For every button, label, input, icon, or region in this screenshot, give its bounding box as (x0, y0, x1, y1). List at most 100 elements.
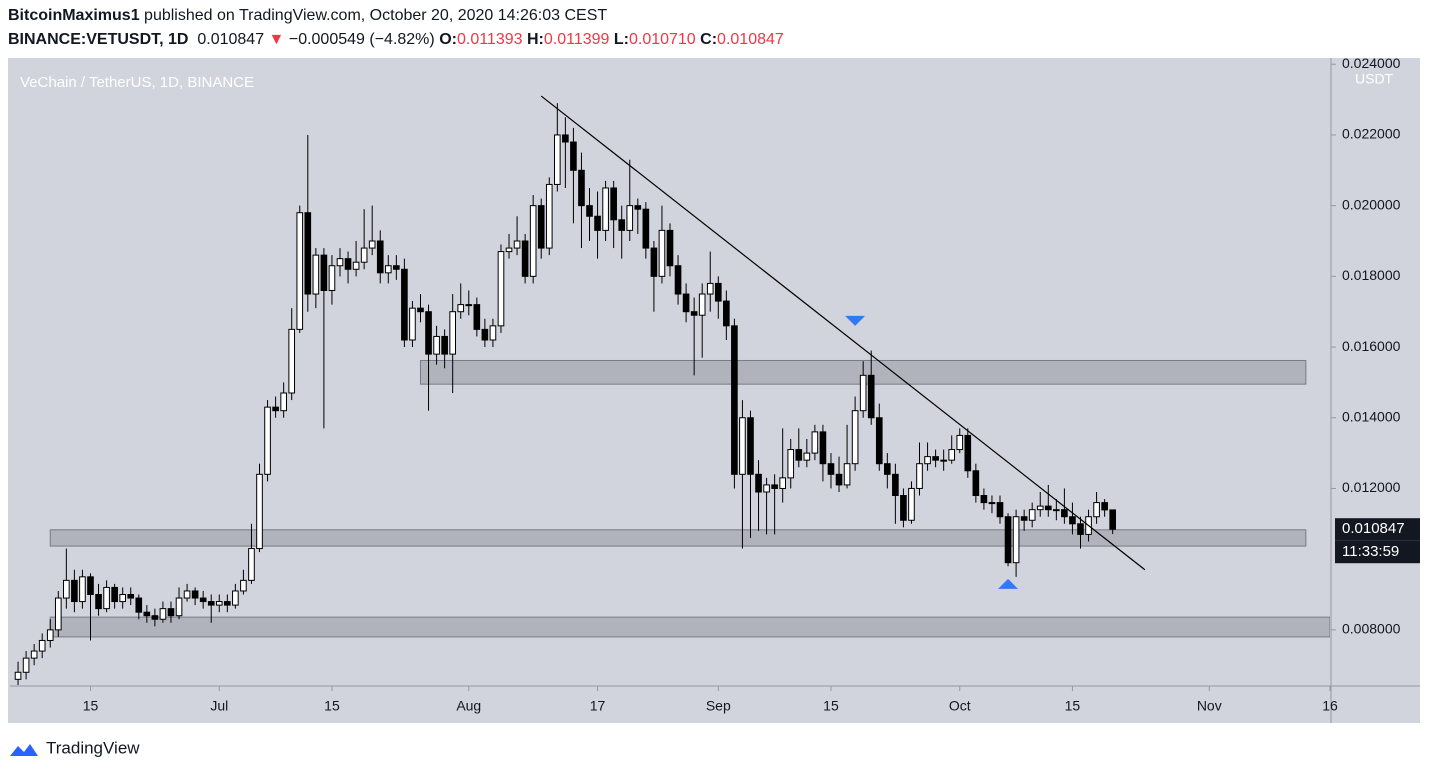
candle-body (723, 300, 730, 327)
c-label: C: (700, 31, 718, 48)
candle-body (779, 477, 786, 489)
candle-body (215, 601, 223, 606)
logo: TradingView (10, 738, 140, 757)
candle-body (199, 597, 207, 603)
candle-body (578, 169, 585, 207)
candle-body (401, 268, 408, 341)
last: 0.010847 (197, 31, 265, 48)
candle-body (433, 335, 440, 355)
candle-body (972, 470, 980, 497)
c-value: 0.010847 (717, 31, 784, 48)
candle-body (30, 650, 38, 659)
candle-body (1044, 505, 1052, 511)
candle-body (1093, 502, 1100, 518)
chart-background (8, 58, 1420, 723)
candle-body (1036, 505, 1044, 511)
candle-body (682, 293, 690, 313)
candle-body (151, 615, 159, 620)
header-line-1: BitcoinMaximus1 published on TradingView… (8, 7, 607, 25)
candle-body (304, 212, 312, 295)
candle-body (900, 495, 907, 521)
h-value: 0.011399 (543, 31, 610, 48)
candle-body (232, 590, 239, 606)
candle-body (256, 473, 263, 550)
candle-body (489, 325, 497, 341)
price-tag-label: 0.010847 (1342, 520, 1405, 537)
candle-body (843, 463, 851, 486)
candle-body (22, 657, 30, 673)
candle-body (38, 639, 46, 652)
trendline (540, 95, 1146, 571)
y-tick-label: 0.024000 (1342, 55, 1401, 71)
chart-title: VeChain / TetherUS, 1D, BINANCE (20, 74, 254, 91)
x-tick-label: Jul (210, 698, 228, 714)
candle-body (175, 597, 183, 617)
candle-body (956, 434, 964, 451)
candle-body (336, 258, 344, 267)
candle-body (183, 590, 191, 599)
candle-body (714, 282, 722, 302)
y-tick-label: 0.018000 (1342, 267, 1401, 283)
candle-body (457, 304, 465, 313)
candle-body (505, 247, 513, 253)
candle-body (344, 258, 352, 270)
zone (49, 529, 1307, 547)
header-line-2: BINANCE:VETUSDT, 1D 0.010847 ▼ −0.000549… (8, 31, 784, 49)
candle-body (393, 265, 400, 270)
candle-body (835, 473, 843, 486)
candle-body (875, 417, 883, 465)
candle-body (771, 484, 778, 489)
candle-body (908, 487, 915, 521)
y-tick-label: 0.008000 (1342, 621, 1401, 637)
candle-body (111, 586, 118, 603)
x-tick-label: 16 (1322, 698, 1338, 714)
candle-body (650, 247, 658, 277)
candle-body (352, 261, 360, 270)
h-label: H: (526, 31, 544, 48)
candle-body (698, 293, 706, 316)
candle-body (562, 134, 569, 143)
y-tick-label: 0.020000 (1342, 196, 1401, 212)
arrow: ▼ (268, 31, 285, 48)
o-label: O: (439, 31, 457, 48)
candle-body (280, 392, 287, 412)
candle-body (328, 265, 336, 291)
candle-body (610, 187, 617, 221)
candle-body (54, 597, 62, 631)
candle-body (763, 484, 770, 493)
candle-body (1061, 509, 1068, 518)
published: published on TradingView.com, October 20… (144, 7, 608, 24)
candle-body (545, 183, 553, 249)
candle-body (14, 671, 22, 680)
x-tick-label: 15 (324, 698, 340, 714)
candle-body (409, 307, 416, 341)
candle-body (240, 579, 247, 592)
candle-body (1109, 509, 1116, 530)
candle-body (46, 629, 54, 641)
candle-body (441, 335, 448, 355)
candle-body (1020, 516, 1028, 521)
candle-body (521, 240, 529, 277)
candle-body (79, 576, 86, 603)
candle-body (892, 473, 899, 497)
candle-body (473, 304, 481, 330)
o-value: 0.011393 (456, 31, 523, 48)
candle-body (288, 328, 296, 394)
candle-body (417, 307, 424, 313)
candle-body (95, 594, 102, 610)
candle-body (296, 212, 304, 330)
candle-body (674, 265, 682, 295)
countdown: 11:33:59 (1342, 543, 1399, 560)
candle-body (191, 590, 199, 599)
candle-body (1012, 516, 1020, 564)
candle-body (248, 548, 255, 581)
countdown-box (1335, 540, 1420, 564)
candle-body (803, 452, 811, 461)
candle-body (618, 219, 626, 231)
change: −0.000549 (−4.82%) (288, 31, 435, 48)
candle-body (272, 406, 279, 412)
candle-body (827, 463, 835, 475)
candle-body (103, 586, 110, 610)
candle-body (739, 417, 746, 475)
candle-body (932, 456, 939, 461)
